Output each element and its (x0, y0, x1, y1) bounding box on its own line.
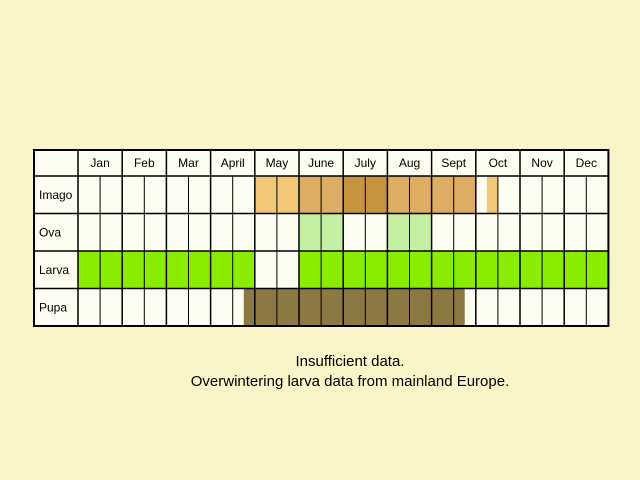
month-label-dec: Dec (576, 156, 597, 170)
band-imago-5 (486, 176, 498, 214)
month-label-sept: Sept (441, 156, 466, 170)
month-label-oct: Oct (489, 156, 508, 170)
stage-label-ova: Ova (39, 225, 61, 239)
stage-label-larva: Larva (39, 263, 69, 277)
table-border (33, 149, 610, 327)
month-label-april: April (221, 156, 245, 170)
month-label-nov: Nov (531, 156, 552, 170)
stage-label-pupa: Pupa (39, 300, 67, 314)
month-label-june: June (308, 156, 334, 170)
month-label-mar: Mar (178, 156, 199, 170)
note-insufficient-data: Insufficient data. (295, 353, 405, 370)
month-label-july: July (355, 156, 376, 170)
band-pupa-0 (243, 288, 465, 326)
stage-label-imago: Imago (39, 188, 73, 202)
month-label-may: May (266, 156, 289, 170)
month-label-feb: Feb (134, 156, 155, 170)
month-label-jan: Jan (90, 156, 109, 170)
note-overwintering: Overwintering larva data from mainland E… (190, 373, 510, 390)
month-label-aug: Aug (399, 156, 420, 170)
